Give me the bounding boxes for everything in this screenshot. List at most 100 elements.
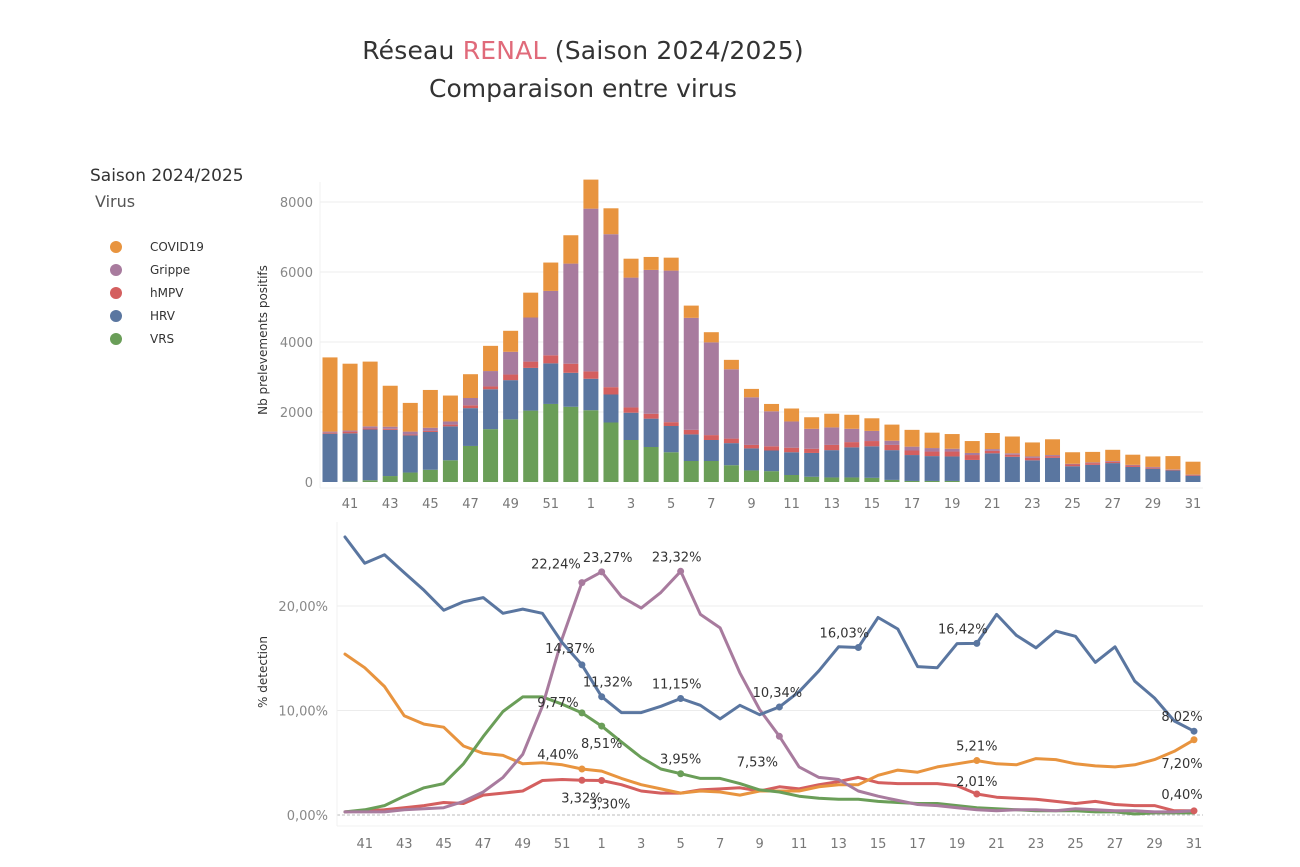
bar-segment-hrv bbox=[1004, 456, 1020, 482]
data-point-marker bbox=[1190, 736, 1198, 744]
bar-segment-hrv bbox=[1065, 466, 1081, 482]
bar-segment-grippe bbox=[723, 369, 739, 439]
data-label: 0,40% bbox=[1161, 788, 1202, 803]
legend-item-covid19[interactable]: COVID19 bbox=[90, 235, 244, 258]
legend-item-hrv[interactable]: HRV bbox=[90, 304, 244, 327]
bar-segment-grippe bbox=[503, 351, 519, 375]
y-axis-title: Nb prelevements positifs bbox=[256, 265, 270, 415]
data-point-marker bbox=[578, 776, 586, 784]
bar-segment-hmpv bbox=[784, 447, 800, 453]
bar-segment-vrs bbox=[362, 480, 378, 482]
bar-segment-hmpv bbox=[603, 387, 619, 395]
x-tick-label: 13 bbox=[830, 837, 847, 852]
bar-segment-covid19 bbox=[944, 434, 960, 449]
bar-segment-grippe bbox=[543, 290, 559, 356]
legend-item-grippe[interactable]: Grippe bbox=[90, 258, 244, 281]
x-tick-label: 9 bbox=[755, 837, 763, 852]
bar-segment-grippe bbox=[703, 342, 719, 436]
data-point-marker bbox=[677, 694, 685, 702]
bar-segment-grippe bbox=[964, 452, 980, 456]
bar-segment-grippe bbox=[1105, 461, 1121, 462]
bar-segment-vrs bbox=[804, 476, 820, 482]
data-point-marker bbox=[578, 765, 586, 773]
x-tick-label: 27 bbox=[1104, 497, 1121, 512]
x-tick-label: 45 bbox=[435, 837, 452, 852]
bar-segment-hrv bbox=[824, 450, 840, 478]
bar-segment-hrv bbox=[804, 452, 820, 477]
bar-segment-covid19 bbox=[824, 413, 840, 428]
y-tick-label: 10,00% bbox=[278, 705, 328, 720]
data-label: 23,32% bbox=[652, 550, 702, 565]
bar-segment-grippe bbox=[743, 397, 759, 445]
bar-segment-grippe bbox=[764, 411, 780, 447]
bar-segment-hrv bbox=[422, 431, 438, 470]
bar-segment-grippe bbox=[362, 426, 378, 429]
legend-dot-icon bbox=[110, 240, 122, 253]
bar-segment-hrv bbox=[864, 446, 880, 478]
bar-segment-hmpv bbox=[964, 455, 980, 460]
bar-segment-grippe bbox=[944, 448, 960, 452]
x-tick-label: 31 bbox=[1185, 497, 1202, 512]
x-tick-label: 25 bbox=[1064, 497, 1081, 512]
bar-segment-vrs bbox=[844, 477, 860, 482]
legend-item-vrs[interactable]: VRS bbox=[90, 327, 244, 350]
legend-dot-icon bbox=[110, 286, 122, 299]
bar-segment-grippe bbox=[884, 440, 900, 445]
bar-segment-covid19 bbox=[362, 361, 378, 427]
x-tick-label: 41 bbox=[356, 837, 373, 852]
line-chart: 0,00% 10,00% 20,00% % detection 22,24% 23,27%… bbox=[256, 522, 1203, 852]
legend-dot-icon bbox=[110, 263, 122, 276]
bar-segment-vrs bbox=[924, 480, 940, 482]
data-point-marker bbox=[578, 661, 586, 669]
bar-segment-vrs bbox=[663, 452, 679, 482]
bar-segment-hrv bbox=[563, 372, 579, 407]
bar-segment-vrs bbox=[402, 472, 418, 482]
bar-segment-covid19 bbox=[382, 385, 398, 427]
bar-segment-grippe bbox=[1065, 463, 1081, 465]
bar-segment-hmpv bbox=[884, 444, 900, 451]
bar-segment-vrs bbox=[623, 440, 639, 482]
bar-segment-vrs bbox=[503, 419, 519, 482]
x-tick-label: 25 bbox=[1067, 837, 1084, 852]
bar-segment-grippe bbox=[663, 270, 679, 423]
bar-segment-hrv bbox=[523, 367, 539, 411]
data-label: 5,21% bbox=[956, 740, 997, 755]
x-tick-label: 29 bbox=[1145, 497, 1162, 512]
bar-segment-vrs bbox=[723, 465, 739, 482]
bar-segment-covid19 bbox=[322, 357, 338, 432]
y-tick-label: 20,00% bbox=[278, 600, 328, 615]
data-point-marker bbox=[775, 703, 783, 711]
bar-segment-grippe bbox=[1045, 455, 1061, 457]
bar-segment-hmpv bbox=[382, 428, 398, 430]
data-label: 8,51% bbox=[581, 737, 622, 752]
bar-segment-hmpv bbox=[322, 432, 338, 434]
bar-segment-covid19 bbox=[1165, 456, 1181, 470]
bar-segment-vrs bbox=[462, 445, 478, 482]
bar-segment-hmpv bbox=[402, 434, 418, 436]
data-label: 3,95% bbox=[660, 753, 701, 768]
data-label: 7,20% bbox=[1161, 757, 1202, 772]
legend-item-hmpv[interactable]: hMPV bbox=[90, 281, 244, 304]
bar-segment-vrs bbox=[743, 470, 759, 482]
data-label: 16,42% bbox=[938, 622, 988, 637]
x-tick-label: 19 bbox=[949, 837, 966, 852]
bar-segment-hrv bbox=[663, 426, 679, 453]
bar-segment-vrs bbox=[864, 477, 880, 482]
x-tick-label: 15 bbox=[864, 497, 881, 512]
data-point-marker bbox=[854, 643, 862, 651]
bar-segment-hrv bbox=[1125, 466, 1141, 482]
x-tick-label: 7 bbox=[716, 837, 724, 852]
bar-segment-covid19 bbox=[1045, 439, 1061, 456]
bar-segment-covid19 bbox=[563, 235, 579, 264]
data-point-marker bbox=[973, 757, 981, 765]
bar-segment-hrv bbox=[1024, 460, 1040, 482]
x-tick-label: 5 bbox=[677, 837, 685, 852]
bar-segment-hrv bbox=[583, 378, 599, 411]
bar-segment-covid19 bbox=[663, 257, 679, 271]
data-point-marker bbox=[973, 790, 981, 798]
data-label: 2,01% bbox=[956, 775, 997, 790]
bar-segment-vrs bbox=[884, 479, 900, 482]
bar-segment-grippe bbox=[784, 421, 800, 448]
bar-segment-hmpv bbox=[1065, 464, 1081, 467]
bar-segment-hmpv bbox=[483, 386, 499, 390]
